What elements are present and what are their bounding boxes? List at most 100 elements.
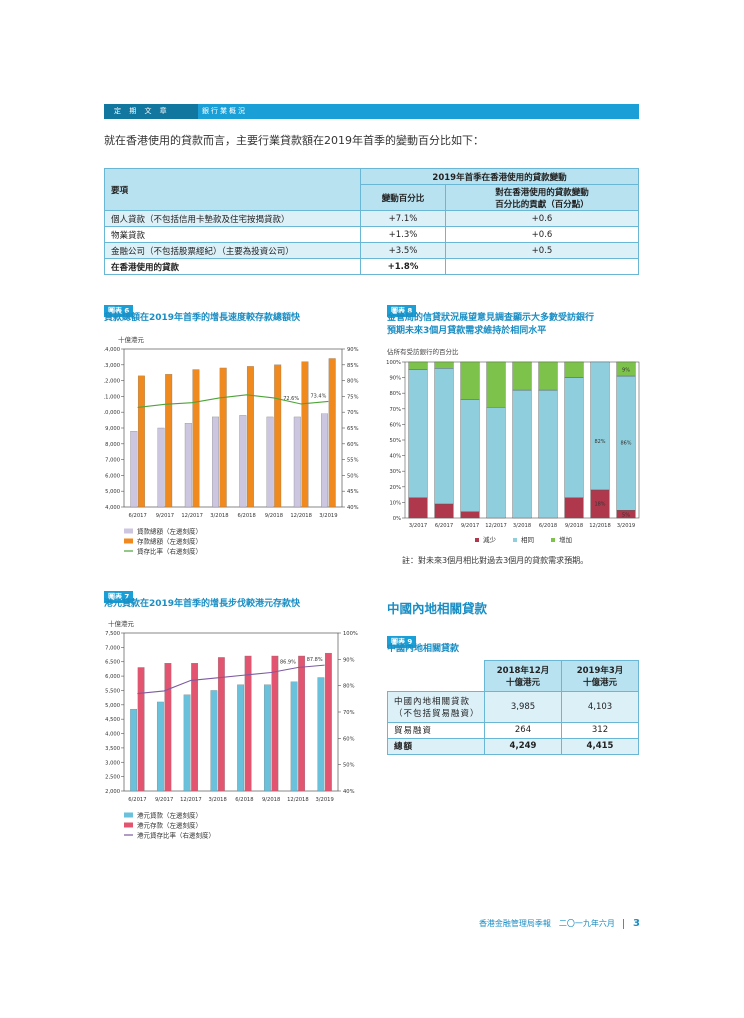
x-tick-label: 9/2018 [565,523,583,529]
col-change-pct: 變動百分比 [360,184,446,211]
chart8-title-line2: 預期未來3個月貸款需求維持於相同水平 [387,326,547,336]
x-tick-label: 6/2018 [238,513,256,519]
row-value: 3,985 [484,690,562,723]
y-tick-label: 4,500 [105,717,120,723]
chart8-unit: 佔所有受訪銀行的百分比 [387,348,459,356]
topic-label: 銀行業概況 [202,107,247,115]
section9-heading: 中國內地相關貸款 [387,601,488,616]
bar-segment [408,361,428,371]
bar [266,416,274,508]
y-tick-label: 6,000 [105,473,120,479]
table-row: 貿易融資 264 312 [387,721,639,739]
y2-tick-label: 85% [347,363,359,369]
bar [263,684,271,792]
legend-swatch [124,528,133,534]
legend-label: 港元貸存比率（右邊刻度） [137,831,215,840]
page-number: 3 [633,918,640,929]
y2-tick-label: 60% [343,736,355,742]
y-tick-label: 6,500 [105,660,120,666]
x-tick-label: 12/2018 [290,513,312,519]
y-tick-label: 7,000 [105,458,120,464]
legend-label: 增加 [559,535,572,544]
y-tick-label: 30% [389,469,401,475]
legend-label: 港元貸款（左邊刻度） [137,811,202,820]
table-row-total: 在香港使用的貸款 +1.8% [104,258,639,275]
y-tick-label: 90% [389,376,401,382]
y2-tick-label: 50% [347,473,359,479]
chart7-unit: 十億港元 [108,620,134,628]
x-tick-label: 12/2017 [485,523,507,529]
y2-tick-label: 70% [343,710,355,716]
y2-tick-label: 40% [347,505,359,511]
row-label: 中國內地相關貸款 （不包括貿易融資） [387,690,485,723]
row-value: +0.6 [445,210,639,227]
data-label: 87.8% [307,657,323,663]
row-value: 4,415 [561,737,639,755]
data-label: 72.6% [283,396,299,402]
bar [274,364,282,508]
col-dec-2018-line2: 十億港元 [505,677,540,688]
data-label: 82% [594,439,605,445]
bar [301,361,309,508]
x-tick-label: 3/2019 [319,513,337,519]
row-label: 個人貸款（不包括信用卡墊款及住宅按揭貸款） [104,210,361,227]
y-tick-label: 5,500 [105,688,120,694]
bar [137,375,145,508]
table-row: 個人貸款（不包括信用卡墊款及住宅按揭貸款） +7.1% +0.6 [104,210,639,227]
y-tick-label: 5,000 [105,703,120,709]
y-tick-label: 40% [389,454,401,460]
bar-segment [538,361,558,391]
row-value: +1.8% [360,258,446,275]
legend-label: 貸款總額（左邊刻度） [137,527,202,536]
bar [191,663,199,792]
x-tick-label: 12/2018 [589,523,611,529]
y-tick-label: 50% [389,438,401,444]
y2-tick-label: 45% [347,489,359,495]
chart8-title-line1: 金管局的信貸狀況展望意見調查顯示大多數受訪銀行 [387,313,595,323]
bar [246,366,254,508]
x-tick-label: 6/2018 [235,797,253,803]
y2-tick-label: 40% [343,789,355,795]
row-value: +0.5 [445,242,639,259]
bar-segment [408,497,428,519]
legend-swatch [475,538,479,542]
bar [130,431,138,508]
row-value [445,258,639,275]
bar [317,677,325,792]
bar [271,655,279,792]
y2-tick-label: 90% [343,657,355,663]
x-tick-label: 3/2019 [617,523,635,529]
y-tick-label: 2,500 [105,775,120,781]
group-header: 2019年首季在香港使用的貸款變動 [360,168,639,185]
y-tick-label: 3,500 [105,746,120,752]
y-tick-label: 9,000 [105,426,120,432]
y-tick-label: 5,000 [105,489,120,495]
y-tick-label: 7,000 [105,645,120,651]
bar [293,416,301,508]
bar-segment [564,377,584,498]
row-label-line2: （不包括貿易融資） [394,708,480,719]
footer: 香港金融管理局季報 二〇一九年六月 3 [479,918,640,929]
row-label: 在香港使用的貸款 [104,258,361,275]
bar [130,708,138,792]
row-value: 312 [561,721,639,739]
chart7-svg: 2,000 2,500 3,000 3,500 4,000 4,500 5,000 5,500… [105,631,358,840]
x-tick-label: 3/2018 [209,797,227,803]
bar [183,694,191,792]
header-bar: 定 期 文 章 銀行業概況 [104,104,639,119]
row-label: 貿易融資 [387,721,485,739]
y2-tick-label: 75% [347,394,359,400]
y2-tick-label: 55% [347,458,359,464]
legend-label: 貸存比率（右邊刻度） [137,547,202,556]
y2-tick-label: 70% [347,410,359,416]
loan-change-table: 要項 2019年首季在香港使用的貸款變動 變動百分比 對在香港使用的貸款變動 百… [104,168,639,275]
legend-swatch [513,538,517,542]
bar [165,374,173,508]
bar [219,367,227,508]
col-mar-2019: 2019年3月 十億港元 [561,660,639,692]
data-label: 86.9% [280,659,296,665]
y-tick-label: 20% [389,485,401,491]
y2-tick-label: 50% [343,763,355,769]
bar [290,681,298,792]
bar [210,690,218,792]
